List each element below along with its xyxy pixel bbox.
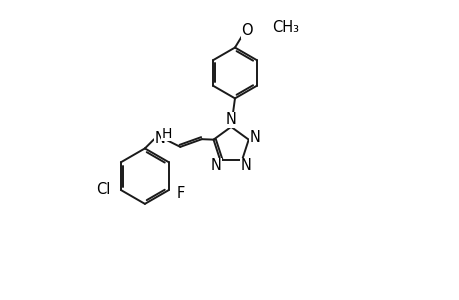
Text: N: N bbox=[240, 158, 251, 173]
Text: N: N bbox=[210, 158, 221, 173]
Text: F: F bbox=[176, 186, 185, 201]
Text: N: N bbox=[155, 131, 165, 146]
Text: O: O bbox=[241, 23, 252, 38]
Text: H: H bbox=[161, 127, 171, 141]
Text: N: N bbox=[249, 130, 260, 145]
Text: N: N bbox=[225, 112, 236, 128]
Text: CH₃: CH₃ bbox=[271, 20, 298, 35]
Text: Cl: Cl bbox=[96, 182, 111, 197]
